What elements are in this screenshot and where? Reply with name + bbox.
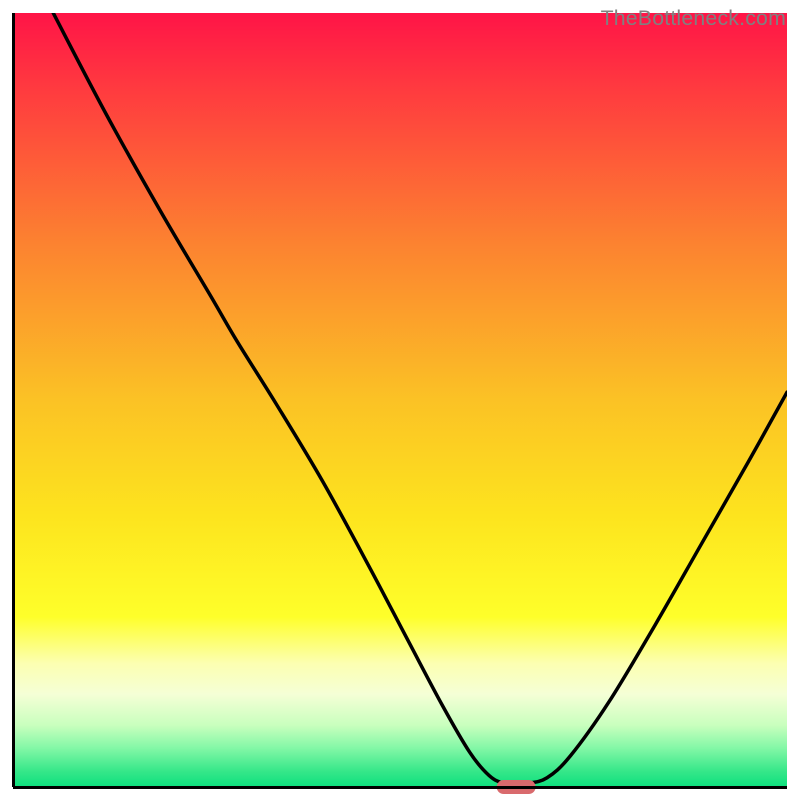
bottleneck-chart: TheBottleneck.com [0,0,800,800]
y-axis [12,13,15,787]
bottleneck-curve [53,13,787,784]
watermark-label: TheBottleneck.com [601,6,786,31]
curve-layer [13,13,787,787]
plot-area [13,13,787,787]
x-axis [13,786,787,789]
